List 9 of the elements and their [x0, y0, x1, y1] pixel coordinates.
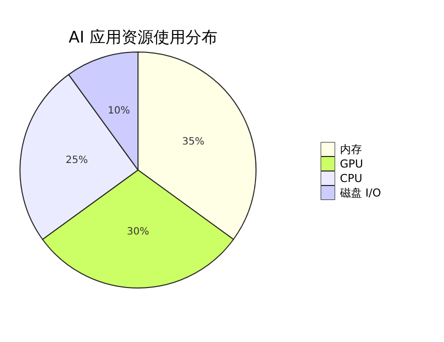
data-label: 10%: [108, 106, 130, 117]
legend-label: GPU: [340, 157, 364, 170]
data-label: 35%: [182, 136, 204, 148]
legend-label: 内存: [340, 142, 362, 156]
legend-label: CPU: [340, 172, 362, 185]
chart-title: AI 应用资源使用分布: [68, 28, 218, 46]
data-label: 25%: [66, 154, 88, 166]
data-label: 30%: [126, 226, 150, 238]
legend-label: 磁盘 I/O: [338, 186, 382, 200]
